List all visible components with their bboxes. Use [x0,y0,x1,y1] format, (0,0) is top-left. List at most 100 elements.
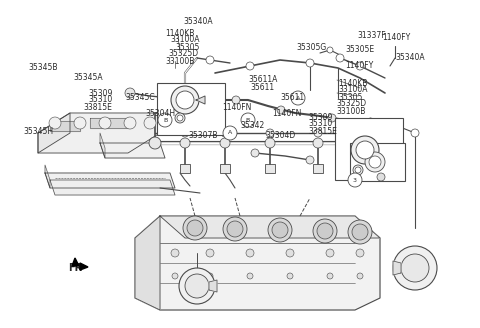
Bar [350,164,360,173]
Circle shape [187,220,203,236]
Circle shape [328,114,336,122]
Circle shape [124,117,136,129]
Polygon shape [72,258,79,266]
Text: B: B [246,117,250,122]
Polygon shape [90,118,130,128]
Polygon shape [393,261,401,275]
Circle shape [247,273,253,279]
Text: 33100B: 33100B [336,107,365,115]
Circle shape [351,136,379,164]
Text: 35307B: 35307B [188,132,217,140]
Circle shape [286,249,294,257]
Circle shape [336,54,344,62]
Circle shape [223,217,247,241]
Circle shape [246,62,254,70]
Circle shape [221,129,229,137]
Text: 33100A: 33100A [170,35,200,45]
Circle shape [158,113,172,127]
Polygon shape [196,96,205,104]
Bar [313,164,323,173]
Circle shape [327,47,333,53]
Circle shape [352,224,368,240]
Circle shape [351,129,359,137]
Circle shape [183,216,207,240]
Circle shape [357,273,363,279]
Circle shape [246,249,254,257]
Circle shape [314,129,322,137]
Polygon shape [135,216,380,310]
Circle shape [149,137,161,149]
Text: A: A [228,131,232,135]
Circle shape [356,62,364,70]
Circle shape [353,165,363,175]
Polygon shape [80,263,88,270]
Text: 35611A: 35611A [248,75,277,85]
Text: 31337F: 31337F [357,31,385,39]
Circle shape [268,218,292,242]
Bar [180,164,190,173]
Circle shape [125,88,135,98]
Circle shape [265,138,275,148]
Text: 35305G: 35305G [296,44,326,52]
Circle shape [313,138,323,148]
Circle shape [172,273,178,279]
Text: 35345C: 35345C [125,93,155,102]
Text: 33815E: 33815E [83,102,112,112]
Circle shape [348,173,362,187]
Circle shape [287,273,293,279]
Polygon shape [50,180,175,195]
Circle shape [241,113,255,127]
Polygon shape [135,216,160,310]
Text: 35325D: 35325D [336,99,366,109]
Circle shape [181,129,189,137]
Polygon shape [100,133,105,158]
Circle shape [356,141,374,159]
Circle shape [74,117,86,129]
Text: 35305E: 35305E [345,46,374,54]
Circle shape [179,268,215,304]
Circle shape [232,96,240,104]
Text: 35340A: 35340A [183,16,213,26]
Circle shape [49,117,61,129]
Circle shape [356,249,364,257]
Circle shape [369,137,381,149]
Text: 35325D: 35325D [168,50,198,58]
Text: 35309: 35309 [308,113,332,122]
Circle shape [206,249,214,257]
Text: 35611: 35611 [280,93,304,102]
Text: 35310: 35310 [308,119,332,129]
Circle shape [227,221,243,237]
Bar [157,83,225,135]
Circle shape [317,223,333,239]
Text: 35305: 35305 [338,92,362,101]
Text: 33100A: 33100A [338,86,368,94]
Bar [335,118,403,180]
Circle shape [177,115,183,121]
Text: 35342: 35342 [240,121,264,131]
Text: 35345H: 35345H [23,128,53,136]
Circle shape [376,130,384,138]
Circle shape [393,246,437,290]
Text: 3: 3 [353,177,357,182]
Polygon shape [160,216,380,238]
Circle shape [377,173,385,181]
Bar [265,164,275,173]
Circle shape [176,91,194,109]
Circle shape [348,220,372,244]
Circle shape [365,152,385,172]
Circle shape [277,106,285,114]
Circle shape [185,274,209,298]
Circle shape [251,149,259,157]
Text: 35345A: 35345A [73,73,103,83]
Circle shape [350,138,360,148]
Text: 35310: 35310 [88,95,112,105]
Circle shape [99,117,111,129]
Text: 35304H: 35304H [145,109,175,117]
Text: 1140FY: 1140FY [345,62,373,71]
Text: 1140KB: 1140KB [165,29,194,37]
Circle shape [327,273,333,279]
Circle shape [272,222,288,238]
Circle shape [207,273,213,279]
Circle shape [266,129,274,137]
Circle shape [144,117,156,129]
